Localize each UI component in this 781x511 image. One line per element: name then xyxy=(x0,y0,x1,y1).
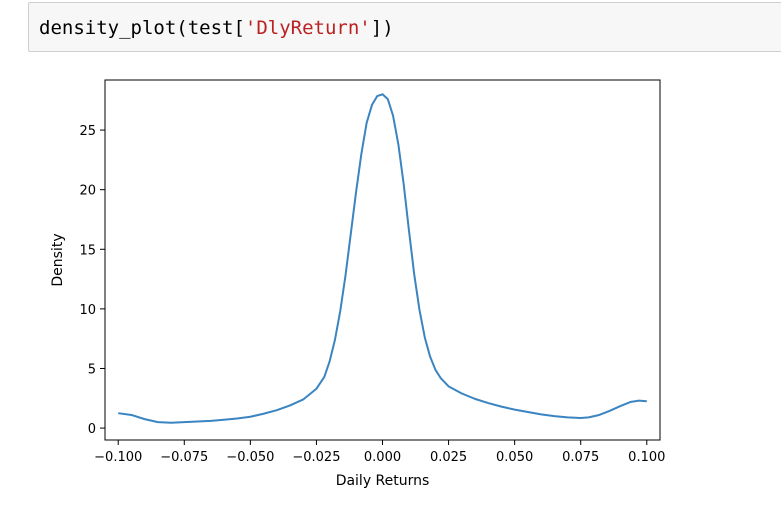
axes: −0.100 −0.075 −0.050 −0.025 0.000 0.025 0.050 0… xyxy=(79,79,665,465)
x-axis-label: Daily Returns xyxy=(336,473,430,489)
code-call-prefix: density_plot(test[ xyxy=(39,17,245,39)
code-line[interactable]: density_plot(test['DlyReturn']) xyxy=(39,16,394,40)
y-tick-label: 5 xyxy=(88,362,96,377)
code-string-arg: 'DlyReturn' xyxy=(244,17,371,39)
density-chart: −0.100 −0.075 −0.050 −0.025 0.000 0.025 0.050 0… xyxy=(50,79,665,489)
y-tick-label: 25 xyxy=(79,124,96,139)
density-line xyxy=(118,93,647,424)
x-tick-label: −0.025 xyxy=(292,450,340,465)
x-tick-label: −0.100 xyxy=(94,450,142,465)
x-tick-label: −0.050 xyxy=(226,450,274,465)
x-tick-label: 0.100 xyxy=(628,450,665,465)
y-tick-label: 20 xyxy=(79,184,96,199)
x-tick-label: 0.075 xyxy=(562,450,599,465)
x-tick-label: −0.075 xyxy=(160,450,208,465)
y-tick-label: 10 xyxy=(79,303,96,318)
y-tick-label: 0 xyxy=(88,422,96,437)
y-tick-label: 15 xyxy=(79,243,96,258)
x-tick-label: 0.025 xyxy=(430,450,467,465)
code-cell[interactable]: density_plot(test['DlyReturn']) xyxy=(28,2,781,52)
y-axis-label: Density xyxy=(50,233,66,286)
plot-frame xyxy=(104,79,661,441)
plot-output: −0.100 −0.075 −0.050 −0.025 0.000 0.025 0.050 0… xyxy=(0,55,781,507)
x-tick-label: 0.050 xyxy=(496,450,533,465)
code-call-suffix: ]) xyxy=(370,17,394,39)
x-tick-label: 0.000 xyxy=(364,450,401,465)
